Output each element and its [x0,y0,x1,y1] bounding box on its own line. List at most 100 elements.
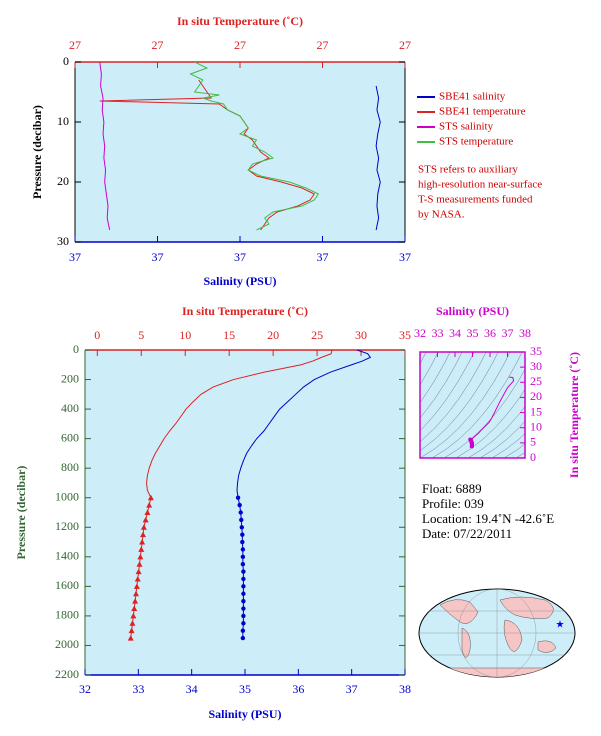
marker [146,502,153,508]
x2-tick-label: 27 [317,38,329,52]
density-contours [420,352,525,458]
marker [240,635,246,641]
marker [130,612,137,619]
x-tick-label: 33 [432,326,444,340]
x-tick-label: 37 [152,250,164,264]
marker [139,539,146,545]
y-tick-label: 35 [530,344,542,358]
marker [241,598,246,604]
land [503,619,523,652]
float-info: Profile: 039 [422,496,484,511]
world-map: ★ [418,588,576,678]
float-location: ★ [556,619,565,630]
x2-tick-label: 27 [399,38,411,52]
legend-label: SBE41 temperature [439,106,526,118]
y-axis-title: Pressure (decibar) [30,105,44,199]
density-contour [479,420,525,458]
graticule [457,589,537,677]
land [424,667,571,677]
x-tick-label: 36 [484,326,496,340]
marker [133,583,140,589]
float-info: Float: 6889 [422,481,482,496]
marker [241,621,246,626]
marker [235,495,241,500]
note: high-resolution near-surface [418,179,542,191]
marker [240,547,246,552]
x-tick-label: 35 [239,682,251,696]
marker [240,532,245,537]
x2-axis-title: In situ Temperature (˚C) [177,14,303,28]
legend-label: STS temperature [439,136,513,148]
y-tick-label: 400 [61,401,79,415]
x-tick-label: 37 [69,250,81,264]
density-contour [491,433,525,458]
x-tick-label: 38 [519,326,531,340]
x-axis-title: Salinity (PSU) [436,304,509,318]
x-tick-label: 37 [399,250,411,264]
y-tick-label: 0 [530,450,536,464]
x-tick-label: 37 [502,326,514,340]
marker [131,605,138,612]
marker [241,569,246,574]
x2-tick-label: 15 [223,328,235,342]
density-contour [420,352,427,365]
y-tick-label: 0 [63,54,69,68]
float-info: Date: 07/22/2011 [422,526,512,541]
legend-label: SBE41 salinity [439,91,506,103]
profile-line [146,349,333,498]
x-tick-label: 37 [317,250,329,264]
land [499,596,554,619]
marker [240,554,246,560]
density-contour [420,352,475,431]
plot-area [75,62,405,242]
y-tick-label: 800 [61,460,79,474]
y-tick-label: 200 [61,371,79,385]
x-tick-label: 34 [186,682,198,696]
marker [127,635,134,641]
profile-line [189,61,320,231]
x-axis-title: Salinity (PSU) [208,707,281,721]
x2-axis-title: In situ Temperature (˚C) [182,304,308,318]
marker [147,494,154,501]
density-contour [467,406,525,458]
marker [240,539,245,545]
land [439,599,479,624]
y-tick-label: 30 [530,359,542,373]
marker [237,502,242,508]
marker [134,575,141,582]
profile-line [375,85,381,231]
y-tick-label: 1200 [55,519,79,533]
y-tick-label: 10 [530,419,542,433]
marker [137,553,144,560]
y-axis-title: In situ Temperature (˚C) [567,352,581,478]
density-contour [420,352,487,442]
y-tick-label: 20 [530,389,542,403]
y-tick-label: 10 [57,114,69,128]
marker [132,598,139,604]
y-tick-label: 0 [73,342,79,356]
marker [142,516,149,523]
x-tick-label: 33 [132,682,144,696]
note: STS refers to auxiliary [418,164,518,176]
x-axis-title: Salinity (PSU) [203,274,276,288]
x2-tick-label: 27 [152,38,164,52]
marker [240,562,246,567]
marker [239,517,244,523]
marker [241,584,246,589]
y-tick-label: 30 [57,234,69,248]
x2-tick-label: 30 [355,328,367,342]
marker [239,525,244,530]
y-tick-label: 1000 [55,489,79,503]
x2-tick-label: 5 [138,328,144,342]
x2-tick-label: 27 [69,38,81,52]
x2-tick-label: 27 [234,38,246,52]
marker [241,613,246,619]
marker [136,561,143,567]
marker [144,509,151,515]
y-tick-label: 2200 [55,667,79,681]
marker [132,590,139,597]
plot-area [85,350,405,675]
y-tick-label: 2000 [55,637,79,651]
x-tick-label: 34 [449,326,461,340]
marker [238,510,243,515]
